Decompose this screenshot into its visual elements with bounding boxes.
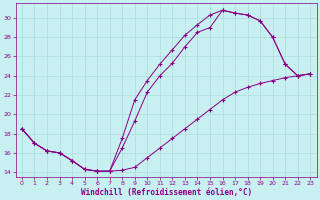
X-axis label: Windchill (Refroidissement éolien,°C): Windchill (Refroidissement éolien,°C) [81, 188, 252, 197]
